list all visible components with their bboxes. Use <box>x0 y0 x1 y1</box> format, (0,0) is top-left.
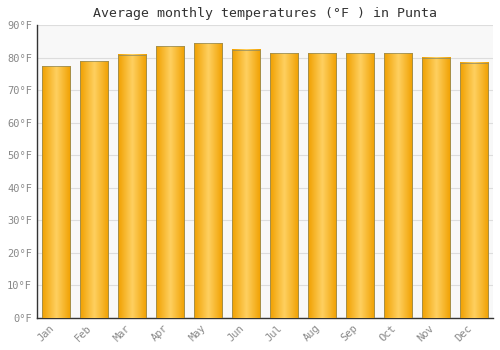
Bar <box>460 63 488 318</box>
Bar <box>346 53 374 318</box>
Title: Average monthly temperatures (°F ) in Punta: Average monthly temperatures (°F ) in Pu… <box>93 7 437 20</box>
Bar <box>42 66 70 318</box>
Bar <box>232 50 260 318</box>
Bar <box>80 61 108 318</box>
Bar <box>308 53 336 318</box>
Bar <box>270 53 298 318</box>
Bar <box>194 43 222 318</box>
Bar <box>156 47 184 318</box>
Bar <box>118 55 146 318</box>
Bar <box>384 53 412 318</box>
Bar <box>422 58 450 318</box>
